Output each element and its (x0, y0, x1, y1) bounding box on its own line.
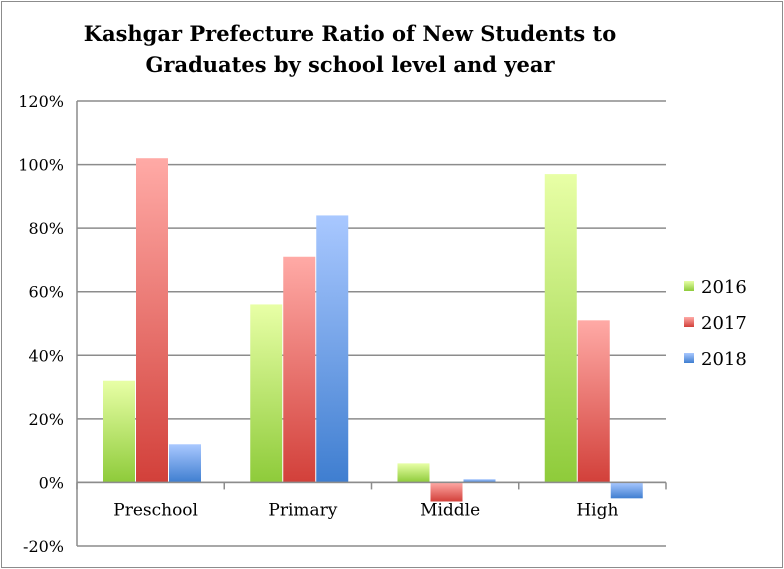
bar-middle-2017 (430, 482, 463, 502)
chart-title-line-2: Graduates by school level and year (145, 52, 555, 77)
bars (103, 158, 643, 502)
y-tick-label: 60% (28, 283, 64, 302)
category-label-primary: Primary (268, 500, 337, 520)
legend-label: 2018 (701, 349, 747, 370)
bar-primary-2018 (316, 215, 349, 483)
y-axis-ticks: 120% 100% 80% 60% 40% 20% 0% -20% (18, 92, 64, 556)
legend-swatch (684, 317, 694, 327)
y-tick-label: -20% (23, 537, 64, 556)
legend-swatch (684, 281, 694, 291)
y-tick-label: 120% (18, 92, 64, 111)
chart-title: Kashgar Prefecture Ratio of New Students… (60, 18, 640, 80)
y-tick-label: 80% (28, 219, 64, 238)
chart-title-line-1: Kashgar Prefecture Ratio of New Students… (83, 21, 617, 46)
category-label-preschool: Preschool (113, 500, 198, 520)
legend-item-2017: 2017 (684, 313, 747, 334)
bar-preschool-2016 (103, 380, 135, 483)
bar-primary-2017 (283, 256, 316, 483)
y-tick-label: 40% (28, 346, 64, 365)
y-tick-label: 20% (28, 410, 64, 429)
bar-preschool-2018 (169, 444, 201, 483)
legend-label: 2016 (701, 277, 747, 298)
bar-high-2017 (577, 320, 610, 483)
category-label-middle: Middle (420, 500, 480, 520)
y-tick-label: 0% (39, 473, 64, 492)
legend-swatch (684, 353, 694, 363)
bar-high-2018 (610, 482, 643, 499)
category-label-high: High (576, 500, 618, 520)
bar-preschool-2017 (136, 158, 168, 483)
bar-middle-2016 (397, 463, 430, 483)
bar-middle-2018 (463, 479, 496, 483)
legend-item-2018: 2018 (684, 349, 747, 370)
x-axis (76, 481, 667, 490)
bar-primary-2016 (250, 304, 283, 483)
category-labels: Preschool Primary Middle High (113, 500, 618, 520)
bar-high-2016 (544, 174, 577, 483)
y-tick-label: 100% (18, 156, 64, 175)
legend-label: 2017 (701, 313, 747, 334)
legend: 2016 2017 2018 (684, 277, 747, 370)
legend-item-2016: 2016 (684, 277, 747, 298)
